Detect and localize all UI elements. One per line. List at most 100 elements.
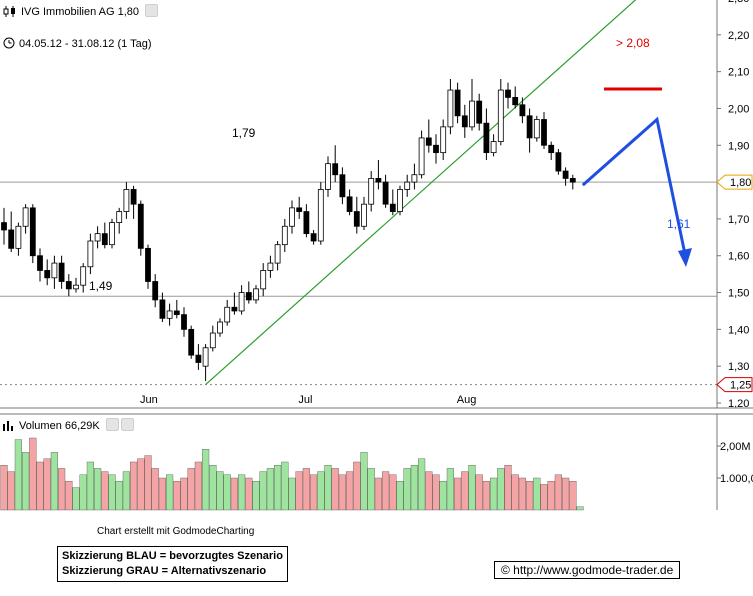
volume-bar [468,465,476,511]
candle-body [94,233,101,242]
candle-body [238,292,245,312]
candle-body [274,244,281,264]
candle-body [533,119,540,139]
chart-title-row: IVG Immobilien AG 1,80 [3,4,158,18]
volume-bar [490,477,498,511]
candle-body [101,233,108,246]
volume-bar [173,481,181,511]
candle-body [209,332,216,349]
candle-body [562,170,569,179]
volume-close-icon[interactable] [120,418,134,431]
candle-body [152,281,159,301]
volume-bar [180,477,188,511]
volume-title-row: Volumen 66,29K [3,418,134,432]
volume-bar [518,477,527,511]
volume-label: Volumen 66,29K [19,420,100,432]
volume-bar [36,461,44,511]
candle-body [109,222,115,246]
volume-bar [29,437,37,511]
volume-settings-icon[interactable] [105,418,119,431]
candle-body [22,207,29,227]
volume-bar [72,487,80,511]
legend-grey: Skizzierung GRAU = Alternativszenario [62,565,267,577]
candle-body [548,144,555,154]
scenario-legend: Skizzierung BLAU = bevorzugtes Szenario … [57,546,288,582]
volume-bar [209,465,217,511]
volume-bar [43,458,51,511]
candle-body [418,137,425,176]
candle-body [368,178,375,205]
volume-bar [281,461,289,511]
volume-tick-label: 2,00M [720,441,751,453]
volume-bar [216,471,224,511]
volume-bar [360,452,368,511]
candle-body [303,211,310,235]
volume-bar [418,458,426,511]
candle-body [289,207,295,227]
candle-body [260,270,267,290]
volume-bar [295,471,303,511]
volume-bar [482,481,491,511]
chart-credit: Chart erstellt mit GodmodeCharting [97,526,255,537]
candle-body [195,354,202,363]
volume-bar [101,471,109,511]
annotation-projection: 1,61 [667,217,691,231]
annotation-target: > 2,08 [616,36,650,50]
volume-bar [504,465,512,511]
candle-body [166,310,173,319]
candle-body [332,163,339,176]
volume-bar [288,477,296,511]
candle-body [317,189,324,242]
volume-bar [108,474,116,511]
volume-bar [425,471,433,511]
volume-bar [367,468,375,511]
clock-icon [3,37,15,49]
uptrend-line [205,0,637,386]
volume-bar [129,461,138,511]
volume-bar [14,439,23,511]
candle-body [224,306,231,323]
volume-bar [439,481,447,511]
candle-body [145,247,151,282]
volume-axis: 2,00M 1.000,00K [0,413,753,510]
volume-bar [22,452,30,511]
candle-body [159,299,166,319]
candle-body [87,240,94,268]
candle-body [490,141,497,154]
price-tick-label: 1,30 [728,361,749,373]
volume-bar [274,465,282,511]
volume-bar [526,481,534,511]
volume-bar [93,468,102,511]
volume-bar [475,474,483,511]
settings-icon[interactable] [145,4,158,17]
candle-body [116,211,123,223]
volume-bar [533,477,541,511]
candle-body [425,137,432,146]
volume-bar [194,461,203,511]
candle-body [51,262,58,279]
candle-body [469,100,475,128]
volume-bar [65,481,73,511]
volume-bar [151,468,159,511]
volume-tick-label: 1.000,00K [720,473,753,485]
source-link[interactable]: © http://www.godmode-trader.de [494,561,681,579]
candle-body [519,104,526,117]
candle-body [253,288,259,301]
scenario-projection [581,87,692,268]
candle-body [569,178,576,183]
legend-blue: Skizzierung BLAU = bevorzugtes Szenario [62,550,283,562]
candle-body [281,225,288,246]
price-tick-label: 1,50 [728,288,749,300]
current-price-tag [716,174,753,190]
candle-body [44,270,51,279]
volume-bar [346,471,354,511]
candle-body [555,152,562,172]
volume-bar [122,471,131,511]
candle-body [217,321,223,334]
date-axis: Jun Jul Aug [140,394,476,406]
candle-body [1,222,7,231]
candle-body [440,126,447,154]
volume-bar [165,474,174,511]
price-tick-label: 2,00 [728,103,749,115]
